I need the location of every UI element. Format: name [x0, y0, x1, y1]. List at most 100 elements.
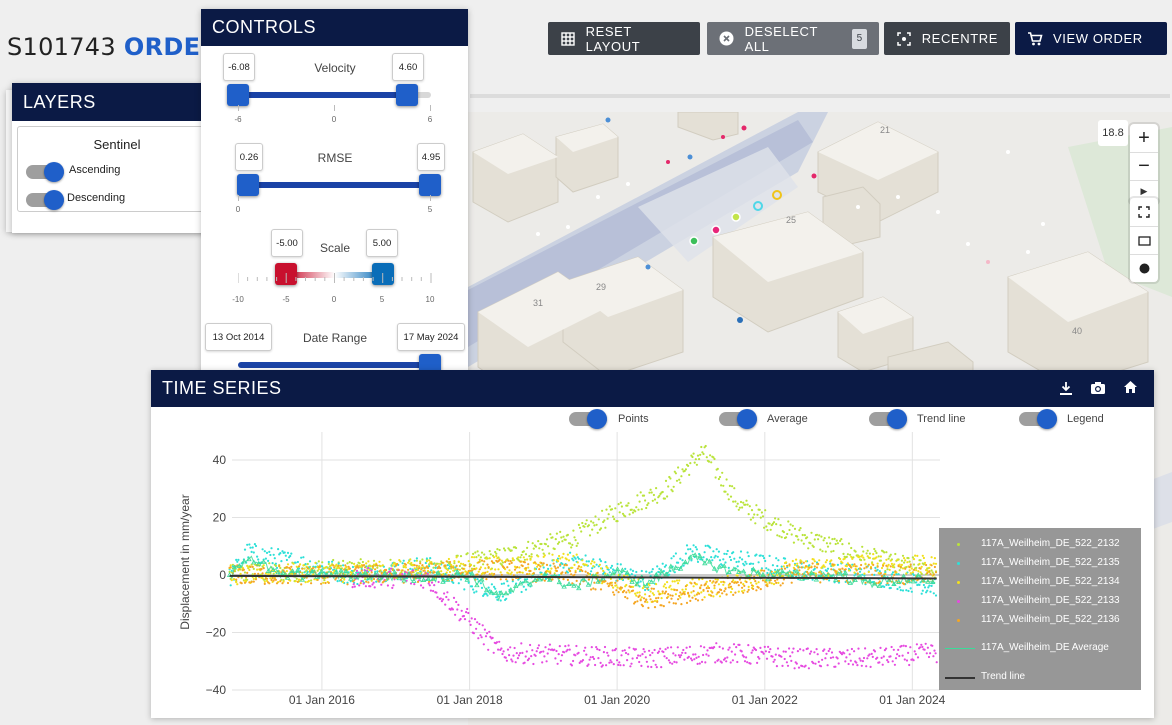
ascending-label: Ascending: [69, 164, 121, 176]
compass-button[interactable]: ▶: [1130, 180, 1158, 202]
layers-panel: LAYERS Sentinel Ascending Descending ◢: [12, 83, 222, 233]
scale-tick-label: 5: [379, 295, 385, 304]
rmse-max-value: 4.95: [417, 143, 445, 171]
zoom-level-readout: 18.8: [1098, 120, 1128, 146]
map-draw-controls: [1130, 198, 1158, 282]
sentinel-group: Sentinel Ascending Descending: [17, 126, 217, 212]
rmse-range: [238, 182, 431, 188]
scale-tick-label: -5: [282, 295, 290, 304]
reset-layout-label: RESET LAYOUT: [585, 23, 641, 54]
building-label: 21: [880, 125, 891, 135]
selection-count-badge: 5: [852, 28, 867, 49]
scale-ticks: [237, 273, 432, 289]
zoom-out-button[interactable]: −: [1130, 152, 1158, 180]
rmse-label: RMSE: [317, 151, 353, 165]
map-zoom-controls: + − ▶: [1130, 124, 1158, 204]
building-label: 25: [786, 215, 797, 225]
tick: [430, 195, 431, 201]
legend-swatch: [957, 600, 960, 603]
legend-swatch: [945, 648, 975, 649]
legend-toggle[interactable]: [1019, 409, 1057, 429]
rmse-min-value: 0.26: [235, 143, 263, 171]
download-icon[interactable]: [1059, 381, 1073, 401]
scale-label: Scale: [319, 241, 351, 255]
building-label: 31: [533, 298, 544, 308]
legend-entry[interactable]: 117A_Weilheim_DE_522_2132: [981, 538, 1120, 549]
home-icon[interactable]: [1123, 380, 1138, 399]
page-title: S101743 ORDER: [7, 33, 219, 61]
velocity-range: [238, 92, 408, 98]
velocity-max-value: 4.60: [392, 53, 424, 81]
descending-toggle[interactable]: [26, 190, 64, 210]
velocity-min-handle[interactable]: [227, 84, 249, 106]
legend-swatch: [957, 619, 960, 622]
draw-rectangle-icon[interactable]: [1130, 226, 1158, 254]
velocity-tick-label: 0: [331, 115, 337, 124]
legend-swatch: [957, 562, 960, 565]
legend-toggle-label: Legend: [1067, 413, 1104, 425]
date-range-end: 17 May 2024: [397, 323, 465, 351]
points-toggle[interactable]: [569, 409, 607, 429]
deselect-all-button[interactable]: DESELECT ALL 5: [707, 22, 879, 55]
recentre-label: RECENTRE: [921, 31, 998, 46]
velocity-min-value: -6.08: [223, 53, 255, 81]
trend-line-toggle[interactable]: [869, 409, 907, 429]
layers-title: LAYERS: [23, 91, 96, 112]
sentinel-group-title: Sentinel: [93, 137, 141, 152]
header-divider: [470, 94, 1170, 98]
tick: [238, 105, 239, 111]
rmse-min-handle[interactable]: [237, 174, 259, 196]
legend-entry[interactable]: 117A_Weilheim_DE_522_2134: [981, 576, 1120, 587]
rmse-tick-label: 5: [427, 205, 433, 214]
timeseries-panel-header[interactable]: TIME SERIES: [151, 370, 1154, 407]
view-order-button[interactable]: VIEW ORDER: [1015, 22, 1167, 55]
order-id: S101743: [7, 33, 116, 61]
trend-line-toggle-label: Trend line: [917, 413, 966, 425]
scale-tick-label: 10: [425, 295, 435, 304]
fullscreen-icon[interactable]: [1130, 198, 1158, 226]
zoom-in-button[interactable]: +: [1138, 126, 1150, 149]
scale-tick-label: -10: [232, 295, 244, 304]
scale-tick-label: 0: [331, 295, 337, 304]
recentre-button[interactable]: RECENTRE: [884, 22, 1010, 55]
average-toggle[interactable]: [719, 409, 757, 429]
camera-icon[interactable]: [1090, 381, 1106, 400]
draw-point-icon[interactable]: [1130, 254, 1158, 282]
layers-panel-header[interactable]: LAYERS: [12, 83, 222, 121]
tick: [334, 105, 335, 111]
grid-icon: [560, 31, 576, 47]
reset-layout-button[interactable]: RESET LAYOUT: [548, 22, 700, 55]
legend-entry[interactable]: Trend line: [981, 671, 1026, 682]
velocity-max-handle[interactable]: [396, 84, 418, 106]
velocity-tick-label: 6: [427, 115, 433, 124]
descending-label: Descending: [67, 192, 126, 204]
y-axis-title: Displacement in mm/year: [178, 494, 192, 630]
legend-entry[interactable]: 117A_Weilheim_DE_522_2135: [981, 557, 1120, 568]
scale-min-value: -5.00: [271, 229, 303, 257]
deselect-all-label: DESELECT ALL: [744, 23, 818, 54]
legend-swatch: [945, 677, 975, 679]
legend-entry[interactable]: 117A_Weilheim_DE_522_2136: [981, 614, 1120, 625]
tick: [430, 105, 431, 111]
rmse-tick-label: 0: [235, 205, 241, 214]
close-circle-icon: [719, 31, 735, 47]
date-range-start: 13 Oct 2014: [205, 323, 272, 351]
tick: [238, 195, 239, 201]
controls-panel-header[interactable]: CONTROLS: [201, 9, 468, 46]
velocity-tick-label: -6: [234, 115, 242, 124]
velocity-label: Velocity: [314, 61, 356, 75]
view-order-label: VIEW ORDER: [1053, 31, 1143, 46]
focus-icon: [896, 31, 912, 47]
legend-entry[interactable]: 117A_Weilheim_DE_522_2133: [981, 595, 1120, 606]
date-range-track: [238, 362, 431, 368]
rmse-max-handle[interactable]: [419, 174, 441, 196]
scale-max-value: 5.00: [366, 229, 398, 257]
ascending-toggle[interactable]: [26, 162, 64, 182]
date-range-label: Date Range: [302, 331, 368, 345]
controls-title: CONTROLS: [212, 17, 317, 37]
cart-icon: [1027, 31, 1043, 47]
legend-swatch: [957, 581, 960, 584]
legend-swatch: [957, 543, 960, 546]
timeseries-title: TIME SERIES: [162, 378, 282, 398]
legend-entry[interactable]: 117A_Weilheim_DE Average: [981, 642, 1109, 653]
